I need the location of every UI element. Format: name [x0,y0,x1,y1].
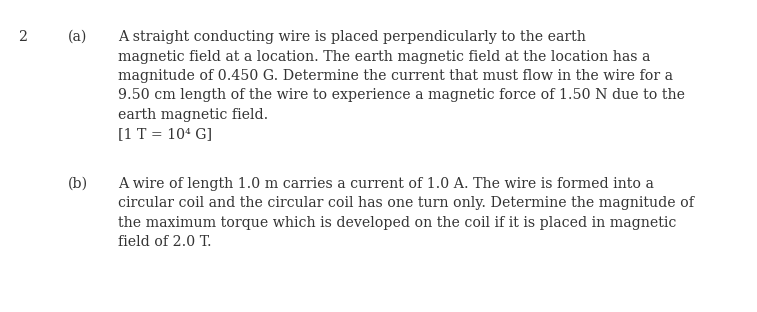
Text: 9.50 cm length of the wire to experience a magnetic force of 1.50 N due to the: 9.50 cm length of the wire to experience… [118,89,685,103]
Text: field of 2.0 T.: field of 2.0 T. [118,236,212,250]
Text: A wire of length 1.0 m carries a current of 1.0 A. The wire is formed into a: A wire of length 1.0 m carries a current… [118,177,654,191]
Text: (b): (b) [68,177,88,191]
Text: magnetic field at a location. The earth magnetic field at the location has a: magnetic field at a location. The earth … [118,50,650,64]
Text: (a): (a) [68,30,87,44]
Text: circular coil and the circular coil has one turn only. Determine the magnitude o: circular coil and the circular coil has … [118,197,694,211]
Text: A straight conducting wire is placed perpendicularly to the earth: A straight conducting wire is placed per… [118,30,586,44]
Text: the maximum torque which is developed on the coil if it is placed in magnetic: the maximum torque which is developed on… [118,216,676,230]
Text: 2: 2 [18,30,27,44]
Text: [1 T = 10⁴ G]: [1 T = 10⁴ G] [118,128,212,142]
Text: earth magnetic field.: earth magnetic field. [118,108,268,122]
Text: magnitude of 0.450 G. Determine the current that must flow in the wire for a: magnitude of 0.450 G. Determine the curr… [118,69,673,83]
